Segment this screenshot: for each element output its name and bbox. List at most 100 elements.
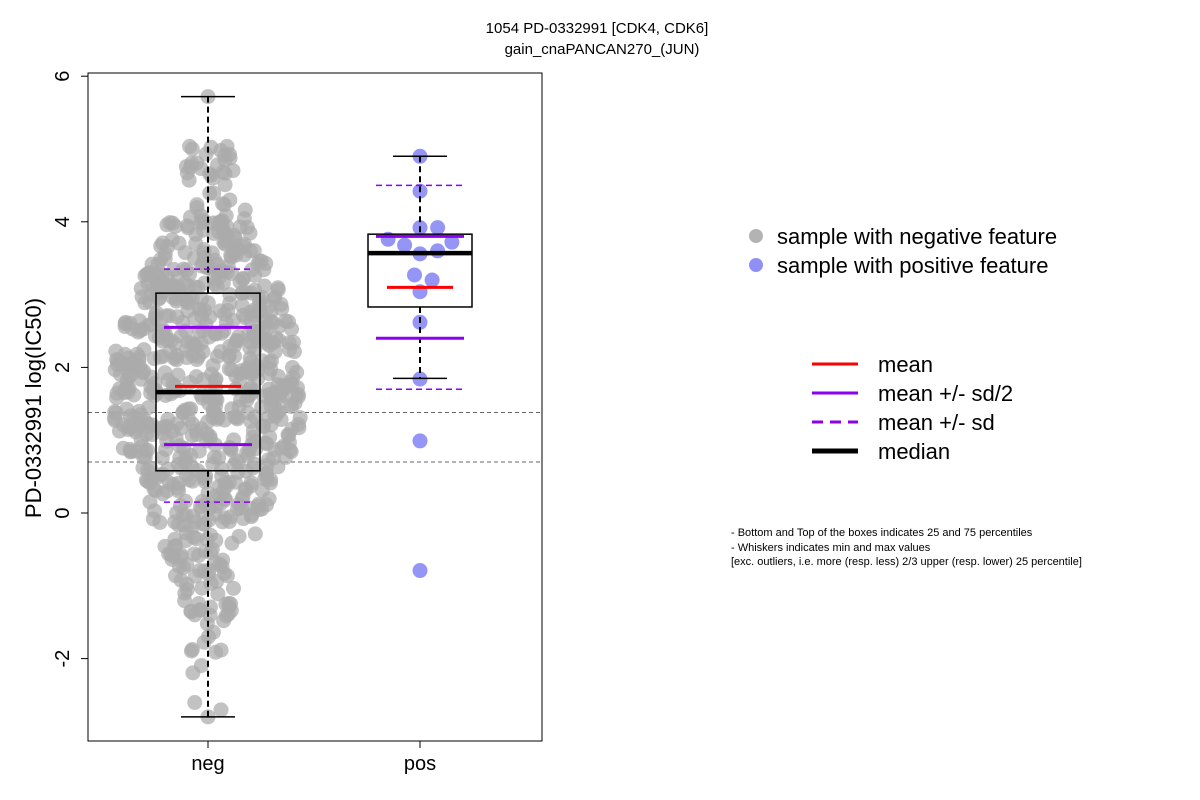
x-axis: neg pos	[191, 741, 436, 775]
neg-point	[246, 243, 262, 259]
legend-point-label: sample with negative feature	[777, 224, 1057, 249]
neg-point	[155, 235, 171, 251]
neg-point	[217, 177, 233, 193]
neg-point	[172, 450, 188, 466]
neg-box	[155, 292, 261, 472]
neg-point	[202, 527, 218, 543]
box-statistics	[155, 95, 473, 718]
neg-point	[120, 384, 136, 400]
neg-point	[152, 514, 168, 530]
neg-point	[193, 658, 209, 674]
neg-point	[242, 225, 258, 241]
x-tick-label: neg	[191, 753, 224, 775]
neg-point	[194, 258, 210, 274]
neg-point	[216, 197, 232, 213]
neg-point	[203, 575, 219, 591]
neg-point	[195, 322, 211, 338]
neg-point	[289, 364, 305, 380]
neg-point	[213, 702, 229, 718]
neg-point	[253, 329, 269, 345]
neg-point	[278, 449, 294, 465]
neg-point	[161, 308, 177, 324]
neg-point	[202, 309, 218, 325]
neg-point	[227, 348, 243, 364]
neg-point	[203, 366, 219, 382]
neg-point	[205, 402, 221, 418]
neg-point	[157, 365, 173, 381]
neg-point	[180, 278, 196, 294]
neg-point	[193, 208, 209, 224]
neg-point	[230, 454, 246, 470]
neg-point	[168, 568, 184, 584]
neg-point	[149, 266, 165, 282]
neg-point	[179, 576, 195, 592]
neg-point	[142, 494, 158, 510]
neg-point	[225, 580, 241, 596]
sample-points	[106, 89, 460, 725]
neg-point	[263, 304, 279, 320]
y-tick-label: 6	[52, 71, 74, 82]
neg-point	[258, 435, 274, 451]
neg-point	[254, 482, 270, 498]
neg-point	[255, 418, 271, 434]
neg-point	[214, 325, 230, 341]
reference-lines	[88, 412, 542, 463]
neg-point	[140, 317, 156, 333]
neg-point	[182, 138, 198, 154]
neg-point	[187, 695, 203, 711]
neg-point	[180, 401, 196, 417]
neg-point	[195, 468, 211, 484]
y-tick-label: 2	[52, 362, 74, 373]
neg-point	[257, 471, 273, 487]
neg-point	[213, 642, 229, 658]
neg-point	[264, 393, 280, 409]
neg-point	[129, 443, 145, 459]
neg-point	[179, 165, 195, 181]
neg-point	[202, 500, 218, 516]
neg-point	[271, 319, 287, 335]
neg-point	[170, 483, 186, 499]
pos-point	[407, 267, 422, 283]
neg-point	[155, 486, 171, 502]
neg-point	[254, 501, 270, 517]
neg-point	[221, 146, 237, 162]
neg-point	[111, 423, 127, 439]
neg-point	[225, 163, 241, 179]
neg-point	[134, 289, 150, 305]
neg-point	[214, 468, 230, 484]
neg-point	[142, 475, 158, 491]
pos-point	[412, 433, 428, 449]
neg-point	[281, 428, 297, 444]
neg-point	[206, 185, 222, 201]
y-axis: -2 0 2 4 6	[52, 71, 88, 668]
note-line-1: - Bottom and Top of the boxes indicates …	[731, 527, 1033, 539]
pos-point	[444, 234, 460, 250]
y-tick-label: -2	[52, 650, 74, 668]
pos-point	[430, 220, 446, 236]
y-tick-label: 4	[52, 216, 74, 227]
pos-point	[397, 237, 413, 253]
y-axis-label: PD-0332991 log(IC50)	[21, 298, 46, 518]
neg-point	[125, 321, 141, 337]
neg-point	[233, 363, 249, 379]
neg-point	[165, 423, 181, 439]
neg-point	[259, 458, 275, 474]
neg-point	[165, 215, 181, 231]
neg-point	[221, 595, 237, 611]
neg-point	[191, 548, 207, 564]
neg-point	[180, 295, 196, 311]
neg-point	[162, 344, 178, 360]
neg-point	[231, 329, 247, 345]
title-line-1: 1054 PD-0332991 [CDK4, CDK6]	[486, 20, 709, 37]
neg-point	[191, 348, 207, 364]
y-tick-label: 0	[52, 507, 74, 518]
neg-point	[197, 516, 213, 532]
neg-point	[108, 405, 124, 421]
neg-point	[235, 489, 251, 505]
neg-point	[178, 343, 194, 359]
neg-point	[115, 440, 131, 456]
neg-point	[247, 301, 263, 317]
neg-point	[257, 278, 273, 294]
neg-point	[169, 505, 185, 521]
